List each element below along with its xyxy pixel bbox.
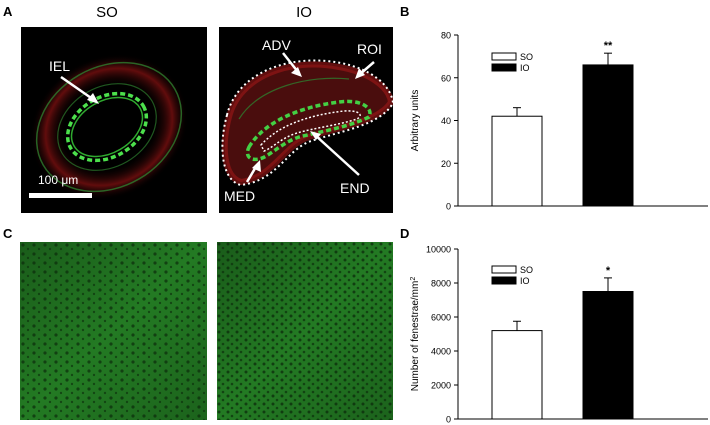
y-axis-label: Number of fenestrae/mm2 xyxy=(410,277,422,392)
significance-marker: * xyxy=(606,265,611,277)
y-tick-label: 10000 xyxy=(426,245,451,255)
y-tick-label: 8000 xyxy=(431,279,451,289)
legend-label-so: SO xyxy=(520,52,533,62)
scale-bar xyxy=(29,193,92,198)
bar-so xyxy=(491,115,543,207)
y-tick-label: 0 xyxy=(446,202,451,212)
panel-letter-c: C xyxy=(3,226,13,241)
title-io: IO xyxy=(296,4,312,21)
label-iel: IEL xyxy=(49,58,71,74)
y-tick-label: 20 xyxy=(441,159,451,169)
y-tick-label: 40 xyxy=(441,116,451,126)
panel-letter-b: B xyxy=(400,4,410,19)
bar-io xyxy=(582,291,634,420)
label-roi: ROI xyxy=(357,41,382,57)
legend-swatch-so xyxy=(491,265,517,274)
legend-swatch-so xyxy=(491,52,517,61)
chart-d: 0 2000 4000 6000 8000 10000 Number of fenestra… xyxy=(410,245,708,425)
legend-label-io: IO xyxy=(520,63,530,73)
panel-letter-d: D xyxy=(400,226,410,241)
y-tick-label: 6000 xyxy=(431,313,451,323)
y-tick-label: 4000 xyxy=(431,347,451,357)
significance-marker: ** xyxy=(604,40,613,52)
roi-outline xyxy=(221,59,393,187)
micrograph-io xyxy=(219,27,393,213)
label-end: END xyxy=(340,180,370,196)
micrograph-so xyxy=(21,27,207,213)
fenestrae-image-so xyxy=(20,242,207,420)
title-so: SO xyxy=(96,4,118,21)
legend-label-io: IO xyxy=(520,276,530,286)
y-tick-label: 0 xyxy=(446,415,451,425)
panel-letter-a: A xyxy=(3,4,13,19)
fenestrae-image-io xyxy=(217,242,393,420)
bar-io xyxy=(582,64,634,207)
y-axis-label: Arbitrary units xyxy=(410,90,421,152)
label-adv: ADV xyxy=(262,37,291,53)
label-med: MED xyxy=(224,188,256,204)
scale-bar-label: 100 μm xyxy=(38,173,79,187)
legend-swatch-io xyxy=(491,63,517,72)
y-tick-label: 80 xyxy=(441,31,451,41)
y-tick-label: 2000 xyxy=(431,381,451,391)
y-tick-label: 60 xyxy=(441,73,451,83)
legend-swatch-io xyxy=(491,276,517,285)
bar-so xyxy=(491,330,543,420)
y-axis-label-superscript: 2 xyxy=(410,277,417,281)
legend-label-so: SO xyxy=(520,265,533,275)
